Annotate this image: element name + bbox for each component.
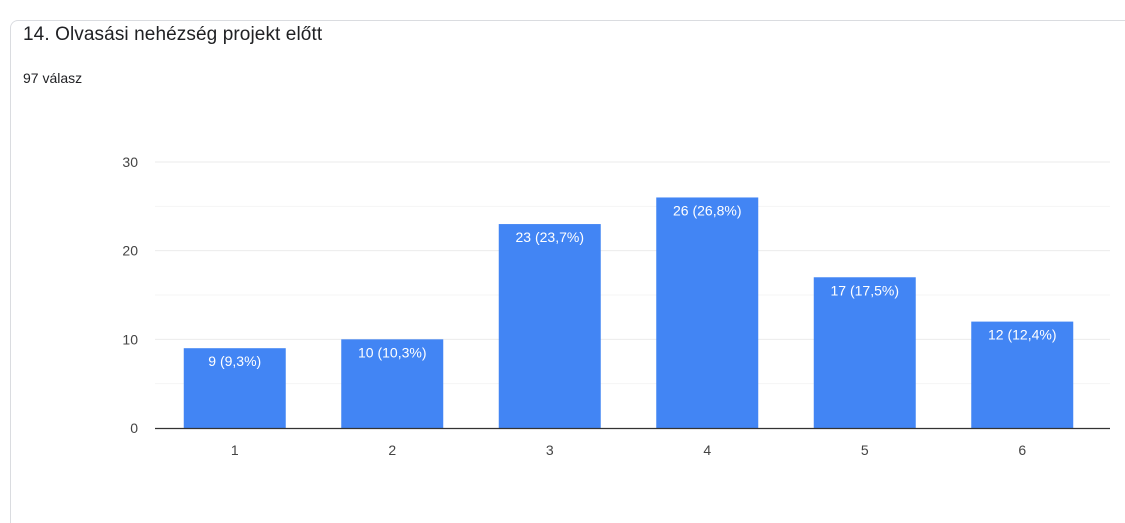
chart-title: 14. Olvasási nehézség projekt előtt bbox=[23, 24, 323, 45]
x-tick-label: 1 bbox=[231, 442, 239, 458]
y-tick-label: 30 bbox=[122, 154, 138, 170]
bar-data-label: 10 (10,3%) bbox=[358, 344, 426, 360]
bar bbox=[971, 321, 1074, 428]
bar bbox=[656, 197, 759, 428]
bar-data-label: 17 (17,5%) bbox=[831, 282, 899, 298]
y-tick-label: 20 bbox=[122, 243, 138, 259]
bar-data-label: 9 (9,3%) bbox=[208, 353, 261, 369]
y-tick-label: 0 bbox=[130, 420, 138, 436]
bar bbox=[813, 277, 916, 428]
x-tick-label: 4 bbox=[703, 442, 711, 458]
x-tick-label: 3 bbox=[546, 442, 554, 458]
x-tick-label: 5 bbox=[861, 442, 869, 458]
bar-data-label: 12 (12,4%) bbox=[988, 327, 1056, 343]
bar bbox=[341, 339, 444, 428]
bar bbox=[498, 224, 601, 428]
bar-data-label: 26 (26,8%) bbox=[673, 202, 741, 218]
bar-data-label: 23 (23,7%) bbox=[516, 229, 584, 245]
x-tick-label: 2 bbox=[388, 442, 396, 458]
x-tick-label: 6 bbox=[1018, 442, 1026, 458]
response-count: 97 válasz bbox=[23, 70, 83, 86]
bar bbox=[183, 348, 286, 428]
y-tick-label: 10 bbox=[122, 331, 138, 347]
